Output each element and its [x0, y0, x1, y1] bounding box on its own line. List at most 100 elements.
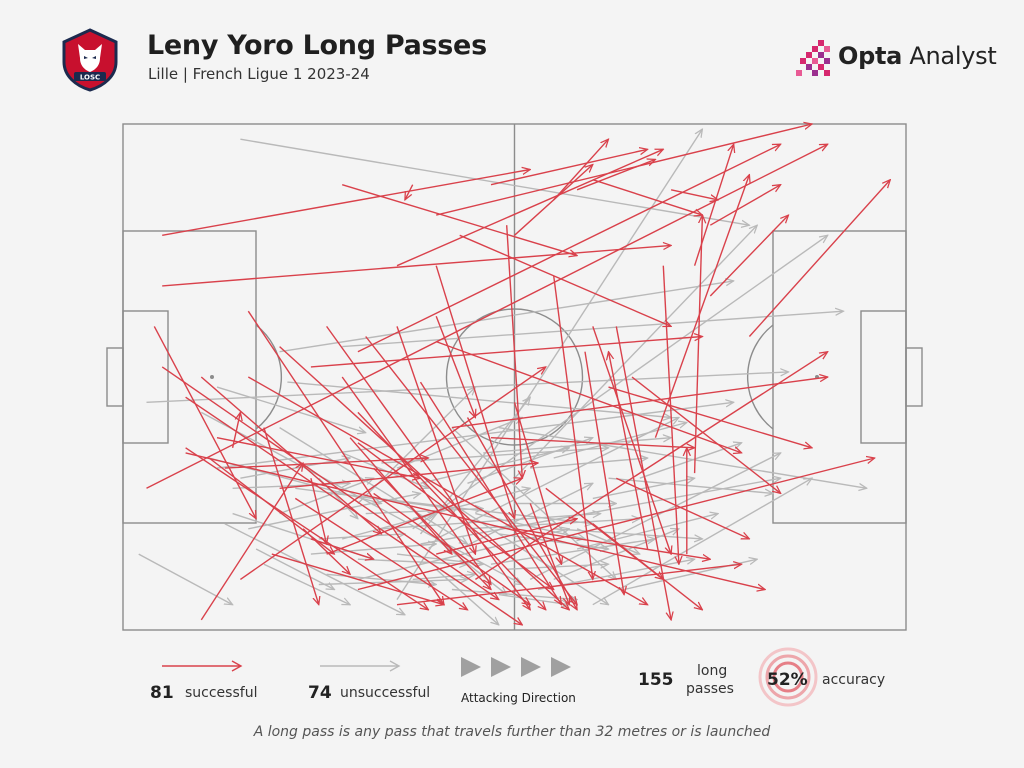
page-subtitle: Lille | French Ligue 1 2023-24 [148, 65, 370, 83]
total-long-passes-count: 155 [638, 670, 674, 690]
right-penalty-arc [746, 324, 774, 430]
successful-pass-arrow [616, 477, 749, 539]
unsuccessful-pass-arrow [240, 458, 350, 479]
successful-pass-arrow [271, 553, 444, 605]
successful-pass-arrow [310, 538, 374, 559]
accuracy-value: 52% [767, 670, 808, 690]
unsuccessful-pass-arrow [255, 548, 334, 590]
unsuccessful-pass-arrow [365, 509, 484, 515]
successful-pass-arrow [326, 325, 531, 609]
unsuccessful-pass-arrow [357, 529, 569, 581]
opta-logo-icon [796, 40, 830, 76]
successful-pass-arrow [490, 149, 648, 186]
successful-pass-arrow [514, 528, 711, 559]
unsuccessful-pass-arrow [412, 574, 476, 581]
successful-pass-arrow [436, 124, 812, 216]
successful-pass-arrow [436, 519, 577, 555]
successful-pass-arrow [693, 144, 734, 266]
successful-pass-arrow [592, 179, 703, 215]
successful-pass-arrow [553, 275, 593, 580]
centre-circle [445, 308, 584, 446]
unsuccessful-pass-arrow [592, 478, 812, 606]
unsuccessful-pass-arrow [318, 534, 405, 540]
accuracy-label: accuracy [822, 672, 886, 688]
successful-pass-arrow [247, 376, 647, 605]
successful-pass-arrow [435, 265, 514, 519]
successful-pass-arrow [584, 351, 624, 595]
unsuccessful-pass-arrow [435, 418, 679, 540]
brand-name: Opta Analyst [838, 42, 997, 70]
successful-arrow-icon [162, 660, 243, 672]
successful-count: 81 [150, 683, 174, 703]
successful-pass-arrow [185, 396, 523, 625]
unsuccessful-pass-arrow [224, 523, 405, 615]
successful-pass-arrow [216, 437, 421, 479]
successful-pass-arrow [247, 310, 444, 605]
unsuccessful-pass-arrow [138, 553, 233, 605]
successful-passes [146, 124, 891, 625]
brand-bold: Opta [838, 42, 903, 70]
unsuccessful-pass-arrow [529, 453, 781, 581]
successful-pass-arrow [506, 225, 523, 478]
unsuccessful-pass-arrow [467, 519, 640, 530]
right-goal [905, 347, 923, 407]
unsuccessful-pass-arrow [498, 533, 609, 549]
unsuccessful-pass-arrow [381, 514, 600, 530]
successful-pass-arrow [419, 381, 562, 605]
successful-pass-arrow [608, 386, 813, 448]
pitch-chart [106, 0, 923, 631]
brand-light: Analyst [909, 42, 997, 70]
left-penalty-spot [210, 375, 214, 379]
successful-pass-arrow [435, 340, 741, 453]
legend: 81 successful 74 unsuccessful Attacking … [0, 640, 1024, 720]
successful-pass-arrow [341, 184, 577, 256]
unsuccessful-pass-arrow [530, 458, 647, 469]
left-penalty-arc [255, 324, 283, 430]
successful-pass-arrow [748, 180, 890, 337]
unsuccessful-pass-arrow [216, 402, 734, 469]
successful-pass-arrow [709, 185, 780, 226]
lille-crest-logo: LOSC [62, 28, 118, 92]
successful-pass-arrow [263, 427, 319, 605]
header: LOSC Leny Yoro Long Passes Lille | Frenc… [0, 0, 1024, 100]
successful-pass-arrow [341, 376, 491, 585]
successful-pass-arrow [396, 149, 663, 267]
right-six-yard-box [860, 310, 907, 444]
successful-pass-arrow [451, 377, 828, 429]
successful-pass-arrow [435, 316, 475, 417]
left-goal [106, 347, 124, 407]
successful-pass-arrow [615, 326, 671, 620]
successful-label: successful [185, 685, 258, 701]
successful-pass-arrow [373, 467, 491, 589]
successful-pass-arrow [162, 245, 671, 287]
unsuccessful-pass-arrow [263, 563, 350, 605]
successful-pass-arrow [396, 326, 475, 554]
successful-pass-arrow [357, 458, 875, 591]
accuracy-target-icon [758, 647, 818, 707]
successful-pass-arrow [514, 165, 593, 236]
page-title: Leny Yoro Long Passes [147, 30, 487, 61]
successful-pass-arrow [200, 463, 303, 621]
successful-pass-arrow [529, 503, 569, 605]
successful-pass-arrow [357, 144, 781, 353]
successful-pass-arrow [146, 144, 828, 489]
successful-pass-arrow [670, 189, 718, 200]
unsuccessful-pass-arrow [240, 138, 749, 225]
crest-text: LOSC [80, 74, 100, 82]
left-six-yard-box [122, 310, 169, 444]
successful-pass-arrow [545, 487, 664, 579]
unsuccessful-pass-arrow [287, 381, 671, 417]
unsuccessful-pass-arrow [467, 438, 593, 484]
long-label: long [697, 663, 728, 679]
successful-pass-arrow [405, 184, 414, 200]
unsuccessful-pass-arrow [357, 558, 468, 564]
successful-pass-arrow [490, 437, 695, 448]
successful-pass-arrow [294, 497, 467, 609]
unsuccessful-pass-arrow [490, 539, 655, 565]
unsuccessful-pass-arrow [576, 514, 718, 550]
unsuccessful-pass-arrow [248, 493, 420, 530]
unsuccessful-pass-arrow [576, 528, 640, 554]
attacking-direction-icon [461, 657, 571, 677]
successful-pass-arrow [709, 215, 788, 297]
successful-pass-arrow [302, 528, 350, 575]
